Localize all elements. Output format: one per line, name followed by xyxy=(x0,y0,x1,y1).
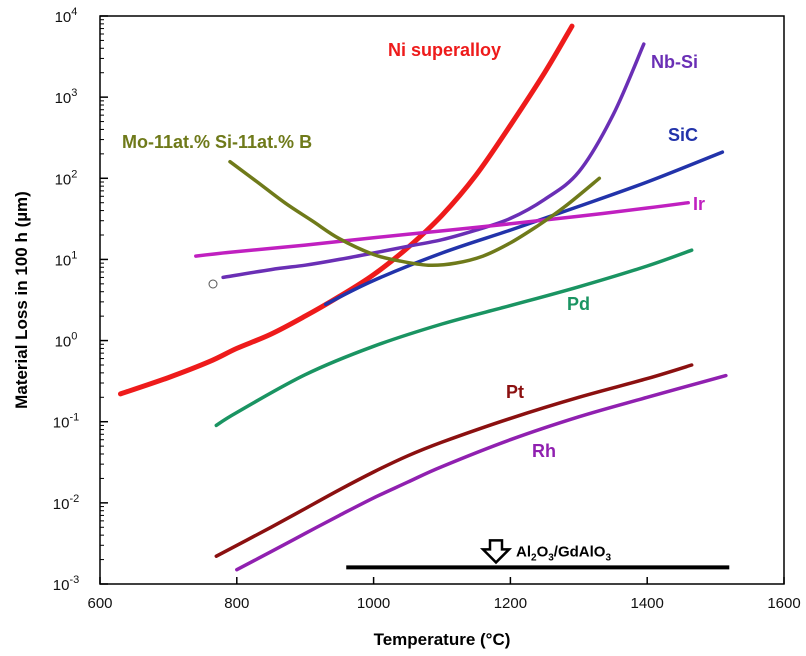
y-tick-label: 104 xyxy=(55,6,78,26)
y-axis-title: Material Loss in 100 h (µm) xyxy=(12,191,31,409)
series-label-mo-11at-si-11at-b: Mo-11at.% Si-11at.% B xyxy=(122,132,312,152)
series-label-ni-superalloy: Ni superalloy xyxy=(388,40,501,60)
series-line-sic xyxy=(323,150,725,307)
y-tick-label: 10-2 xyxy=(53,493,79,513)
series-line-ir xyxy=(194,200,690,258)
series-line-pt xyxy=(214,363,694,558)
series-label-pd: Pd xyxy=(567,294,590,314)
stray-mark xyxy=(208,279,218,289)
y-tick-label: 102 xyxy=(55,168,78,188)
y-tick-label: 10-3 xyxy=(53,574,79,594)
series-label-pt: Pt xyxy=(506,382,524,402)
x-tick-label: 1400 xyxy=(631,595,664,612)
series-line-rh xyxy=(235,373,728,572)
series-label-sic: SiC xyxy=(668,125,698,145)
y-tick-label: 100 xyxy=(55,331,78,351)
series-line-nb-si xyxy=(221,42,646,280)
series-line-mo-11at-si-11at-b xyxy=(228,159,602,268)
x-tick-label: 1600 xyxy=(767,595,800,612)
series-labels: Ni superalloy Nb-Si SiC Ir Mo-11at.% Si-11at… xyxy=(122,40,705,461)
down-arrow-icon xyxy=(479,539,513,565)
x-tick-label: 1200 xyxy=(494,595,527,612)
series-label-nb-si: Nb-Si xyxy=(651,52,698,72)
y-axis-ticks: 10-3 10-2 10-1 100 101 102 103 104 xyxy=(53,6,108,594)
annotation: Al2O3/GdAlO3 xyxy=(346,539,730,570)
series-label-rh: Rh xyxy=(532,441,556,461)
x-axis-ticks: 600 800 1000 1200 1400 1600 xyxy=(87,577,801,612)
x-axis-title: Temperature (°C) xyxy=(374,630,511,649)
x-tick-label: 1000 xyxy=(357,595,390,612)
series-line-ni-superalloy xyxy=(118,23,575,397)
annotation-label: Al2O3/GdAlO3 xyxy=(516,543,611,563)
x-tick-label: 600 xyxy=(87,595,112,612)
series-line-pd xyxy=(214,248,694,428)
plot-frame xyxy=(99,15,785,585)
y-tick-label: 101 xyxy=(55,249,78,269)
x-tick-label: 800 xyxy=(224,595,249,612)
y-tick-label: 10-1 xyxy=(53,412,79,432)
series-lines xyxy=(118,23,728,572)
series-label-ir: Ir xyxy=(693,194,705,214)
y-tick-label: 103 xyxy=(55,87,78,107)
